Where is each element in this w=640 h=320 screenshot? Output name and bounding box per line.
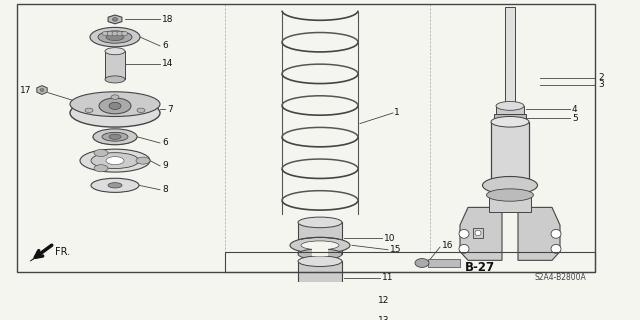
Ellipse shape (112, 31, 118, 36)
Ellipse shape (298, 290, 342, 300)
Ellipse shape (108, 183, 122, 188)
Text: FR.: FR. (55, 246, 70, 257)
Text: 16: 16 (442, 241, 454, 250)
Bar (505, 7, 515, 106)
Ellipse shape (105, 48, 125, 55)
Ellipse shape (496, 101, 524, 110)
Ellipse shape (137, 108, 145, 113)
Text: 9: 9 (162, 161, 168, 171)
Ellipse shape (109, 134, 121, 140)
Ellipse shape (298, 217, 342, 228)
Ellipse shape (459, 229, 469, 238)
Text: 3: 3 (598, 80, 604, 89)
Text: B-27: B-27 (465, 261, 495, 274)
Ellipse shape (106, 34, 124, 41)
Ellipse shape (301, 241, 339, 250)
Text: 6: 6 (162, 41, 168, 50)
Text: 11: 11 (382, 274, 394, 283)
Bar (428, 260, 460, 267)
Ellipse shape (108, 31, 113, 36)
Text: 14: 14 (162, 59, 173, 68)
Ellipse shape (415, 259, 429, 268)
Ellipse shape (136, 157, 150, 164)
Bar (491, 122, 529, 198)
Ellipse shape (551, 244, 561, 253)
Ellipse shape (113, 18, 118, 21)
Bar (298, 222, 342, 254)
Ellipse shape (486, 189, 534, 201)
Ellipse shape (70, 92, 160, 116)
Ellipse shape (491, 193, 529, 204)
Text: S2A4-B2800A: S2A4-B2800A (534, 273, 586, 282)
Ellipse shape (483, 177, 538, 194)
Ellipse shape (90, 27, 140, 47)
Ellipse shape (111, 95, 119, 99)
Text: 1: 1 (394, 108, 400, 117)
Ellipse shape (109, 102, 121, 109)
Ellipse shape (551, 229, 561, 238)
Text: 13: 13 (378, 316, 390, 320)
Text: 7: 7 (167, 105, 173, 114)
Ellipse shape (298, 256, 342, 267)
Polygon shape (30, 245, 52, 261)
Ellipse shape (99, 98, 131, 114)
Text: 15: 15 (390, 245, 401, 254)
Text: 6: 6 (162, 139, 168, 148)
Ellipse shape (298, 249, 342, 260)
Ellipse shape (102, 132, 128, 141)
Text: 2: 2 (598, 73, 604, 82)
Ellipse shape (302, 303, 338, 311)
Ellipse shape (91, 153, 139, 169)
Ellipse shape (93, 129, 137, 145)
Ellipse shape (105, 76, 125, 83)
Text: 10: 10 (384, 234, 396, 243)
Ellipse shape (290, 237, 350, 253)
Ellipse shape (302, 295, 338, 305)
Bar (496, 106, 524, 114)
Ellipse shape (80, 149, 150, 172)
Ellipse shape (40, 88, 44, 92)
Ellipse shape (91, 178, 139, 192)
Polygon shape (518, 207, 560, 260)
Ellipse shape (116, 31, 123, 36)
Polygon shape (302, 307, 338, 320)
Ellipse shape (106, 156, 124, 164)
Bar (312, 244, 328, 256)
Text: 17: 17 (20, 85, 31, 94)
Ellipse shape (491, 116, 529, 127)
Polygon shape (108, 15, 122, 24)
Polygon shape (37, 85, 47, 94)
Ellipse shape (475, 230, 481, 236)
Ellipse shape (459, 244, 469, 253)
Text: 8: 8 (162, 185, 168, 194)
Polygon shape (473, 228, 483, 238)
Ellipse shape (313, 298, 327, 302)
Ellipse shape (94, 165, 108, 172)
Ellipse shape (98, 31, 132, 43)
Ellipse shape (70, 99, 160, 127)
Bar (494, 114, 526, 122)
Ellipse shape (94, 149, 108, 156)
Bar (105, 51, 125, 79)
Text: 18: 18 (162, 15, 173, 24)
Ellipse shape (122, 31, 127, 36)
Bar (489, 194, 531, 212)
Polygon shape (460, 207, 502, 260)
Bar (298, 261, 342, 295)
Ellipse shape (85, 108, 93, 113)
Ellipse shape (102, 31, 108, 36)
Text: 4: 4 (572, 105, 578, 114)
Text: 12: 12 (378, 296, 389, 305)
Text: 5: 5 (572, 114, 578, 123)
